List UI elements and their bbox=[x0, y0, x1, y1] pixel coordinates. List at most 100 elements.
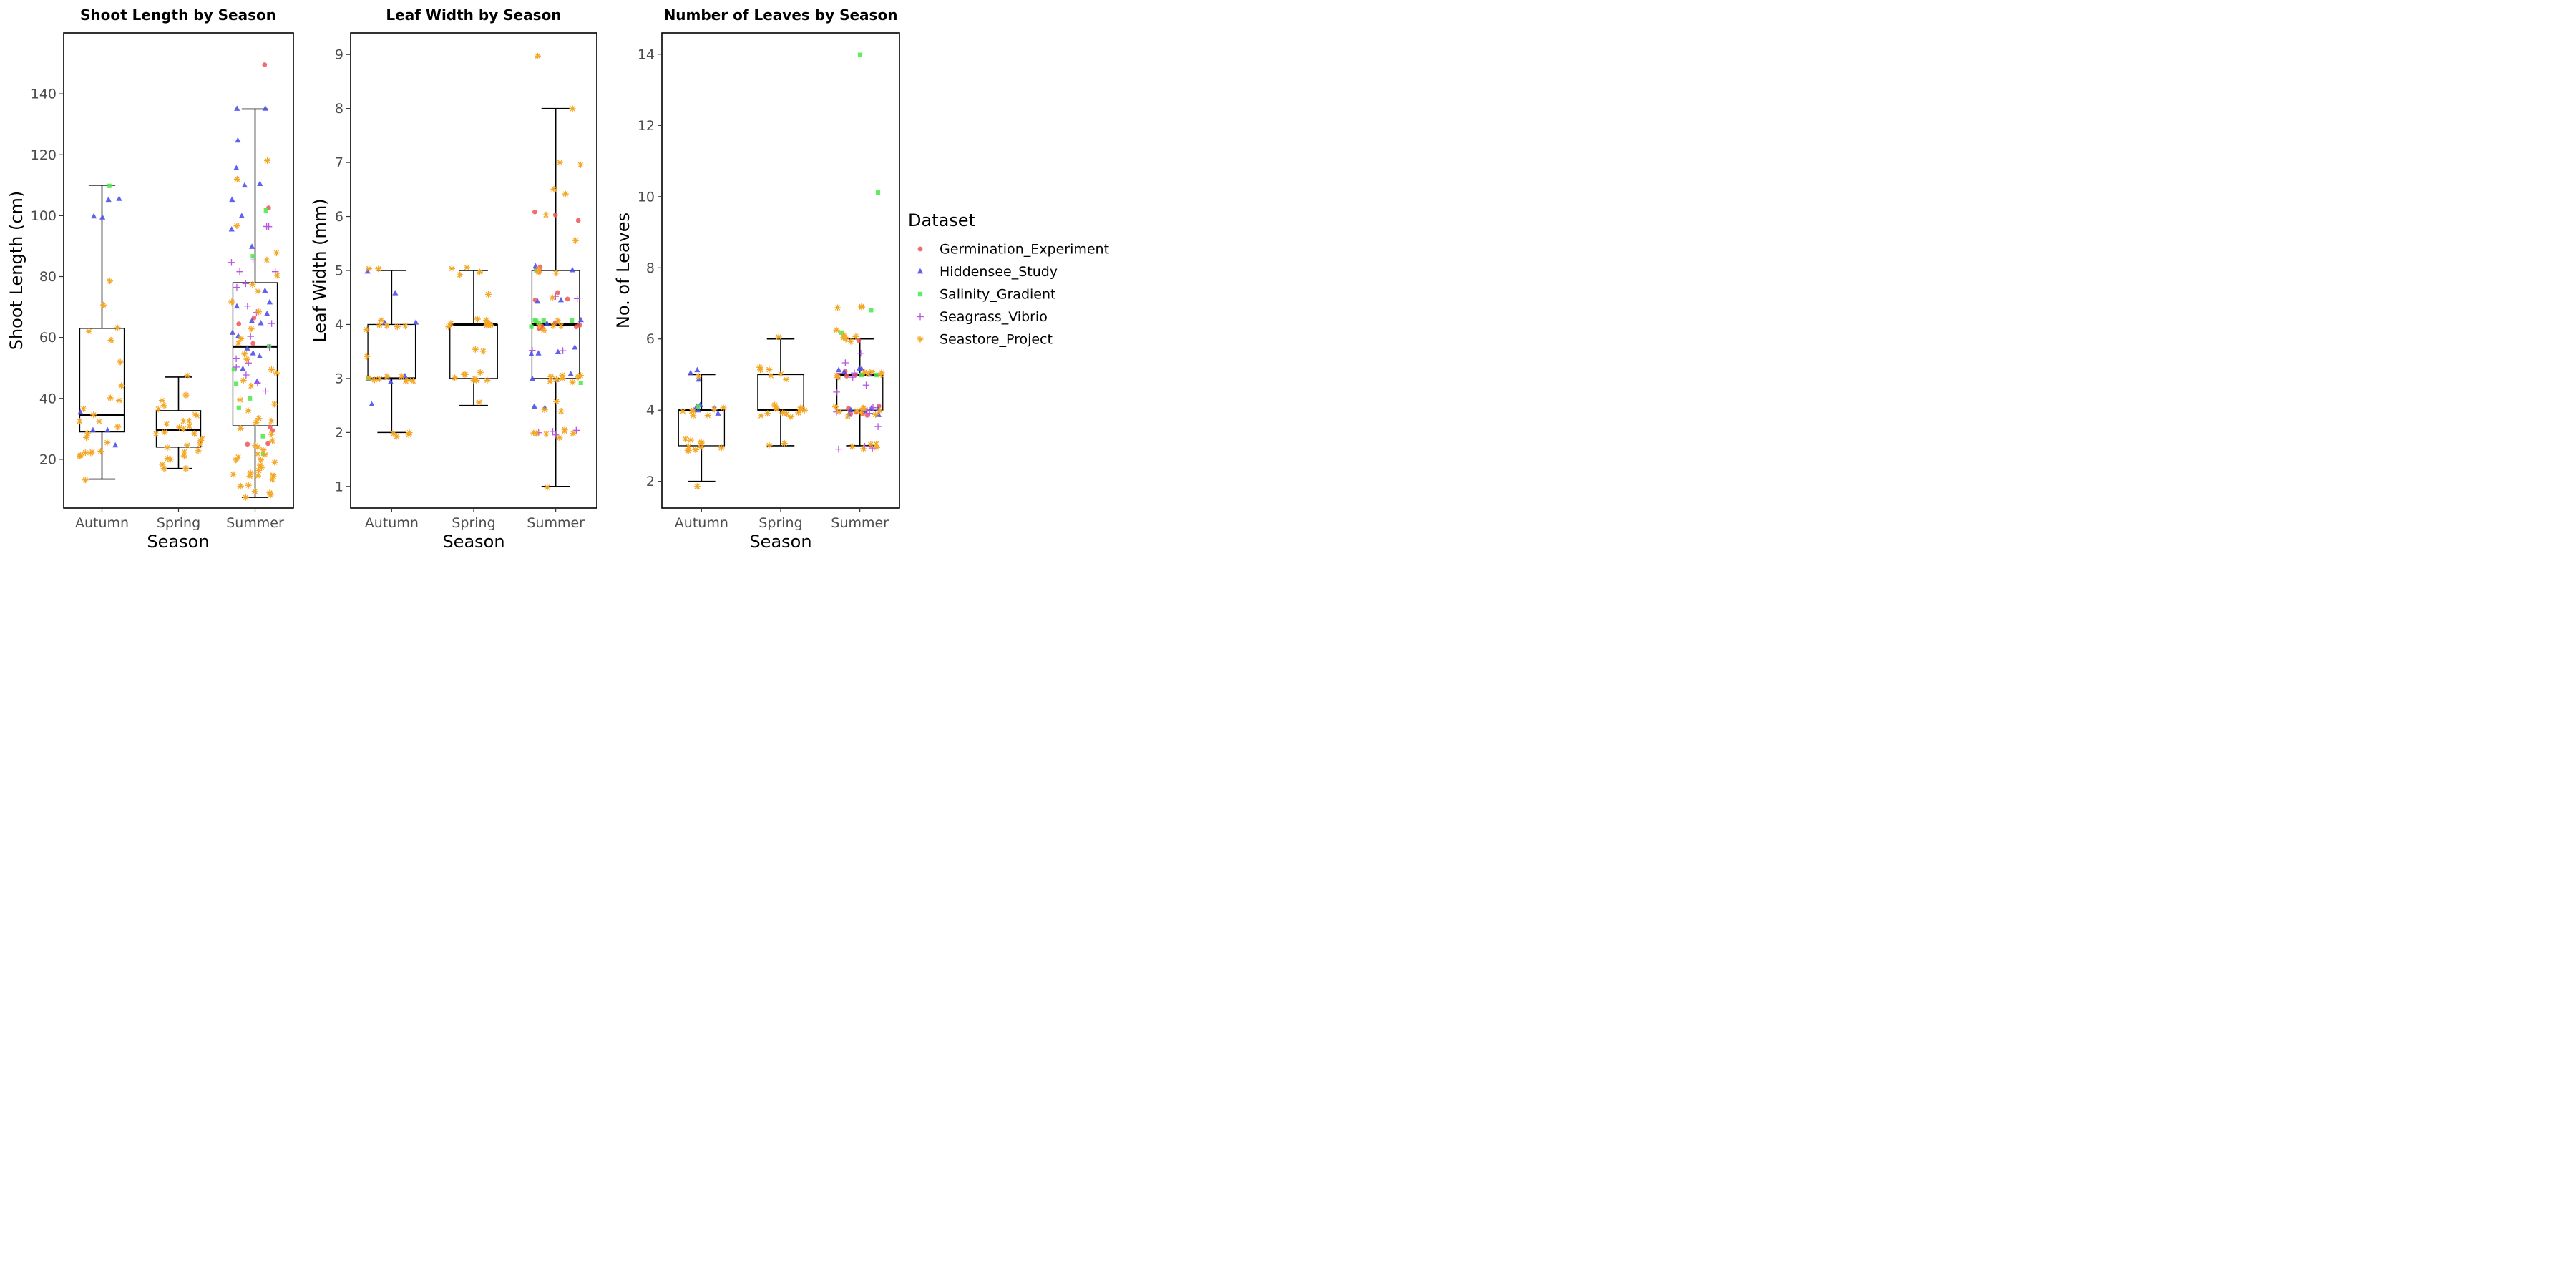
y-tick-label: 80 bbox=[39, 269, 57, 285]
data-point bbox=[376, 321, 383, 328]
y-tick-label: 10 bbox=[638, 189, 655, 205]
data-point bbox=[402, 378, 409, 385]
data-point bbox=[84, 430, 92, 437]
data-point bbox=[692, 446, 699, 453]
data-point bbox=[180, 417, 187, 424]
data-point bbox=[463, 264, 470, 271]
data-point bbox=[833, 389, 840, 396]
data-point bbox=[253, 419, 260, 426]
data-point bbox=[849, 374, 857, 381]
data-point bbox=[841, 359, 849, 366]
data-point bbox=[559, 347, 567, 354]
data-point bbox=[553, 398, 560, 405]
data-point bbox=[89, 426, 96, 433]
data-point bbox=[236, 268, 243, 275]
y-tick-label: 14 bbox=[638, 47, 655, 62]
data-point bbox=[265, 441, 270, 447]
data-point bbox=[269, 437, 276, 444]
data-point bbox=[104, 439, 111, 447]
data-point bbox=[244, 302, 251, 310]
data-point bbox=[250, 341, 256, 346]
iqr-box bbox=[232, 282, 278, 426]
data-point bbox=[249, 256, 257, 264]
data-point bbox=[698, 444, 705, 451]
data-point bbox=[445, 323, 452, 331]
data-point bbox=[483, 322, 490, 329]
data-point bbox=[258, 319, 264, 326]
data-point bbox=[868, 368, 876, 376]
data-point bbox=[758, 412, 765, 419]
data-point bbox=[476, 268, 483, 275]
data-point bbox=[245, 441, 250, 447]
data-point bbox=[265, 344, 273, 352]
iqr-box bbox=[367, 323, 416, 379]
legend-key bbox=[917, 291, 923, 297]
data-point bbox=[235, 137, 241, 143]
data-point bbox=[237, 425, 244, 432]
panel-title: Leaf Width by Season bbox=[386, 6, 561, 24]
data-point bbox=[577, 161, 584, 168]
legend-label: Salinity_Gradient bbox=[940, 287, 1055, 303]
data-point bbox=[873, 444, 880, 451]
data-point bbox=[99, 214, 106, 220]
data-point bbox=[532, 209, 537, 215]
data-point bbox=[570, 430, 577, 437]
data-point bbox=[193, 412, 200, 419]
data-point bbox=[254, 450, 261, 457]
data-point bbox=[251, 315, 257, 321]
legend-label: Hiddensee_Study bbox=[940, 264, 1058, 280]
data-point bbox=[228, 259, 235, 266]
legend-key bbox=[917, 268, 924, 274]
x-tick-label: Autumn bbox=[365, 515, 419, 531]
data-point bbox=[242, 494, 249, 501]
data-point bbox=[105, 196, 112, 203]
data-point bbox=[398, 373, 405, 380]
data-point bbox=[384, 373, 391, 380]
data-point bbox=[874, 373, 879, 378]
data-point bbox=[229, 196, 235, 203]
data-point bbox=[363, 326, 370, 333]
data-point bbox=[233, 165, 240, 170]
data-point bbox=[117, 382, 125, 389]
data-point bbox=[875, 190, 881, 195]
data-point bbox=[266, 298, 273, 305]
data-point bbox=[858, 303, 865, 311]
number-of-leaves-panel: Number of Leaves by Season Season No. of… bbox=[613, 6, 900, 552]
data-point bbox=[859, 404, 867, 411]
data-point bbox=[250, 254, 255, 259]
data-point bbox=[452, 374, 459, 381]
data-point bbox=[85, 328, 92, 335]
data-point bbox=[260, 434, 265, 439]
data-point bbox=[544, 484, 551, 491]
data-point bbox=[854, 407, 861, 414]
data-point bbox=[688, 369, 694, 376]
data-point bbox=[767, 372, 774, 379]
data-point bbox=[559, 375, 566, 382]
data-point bbox=[233, 283, 240, 291]
data-point bbox=[565, 296, 570, 302]
data-point bbox=[266, 489, 273, 497]
data-point bbox=[757, 366, 764, 374]
data-point bbox=[529, 375, 536, 381]
y-tick-label: 12 bbox=[638, 118, 655, 134]
data-point bbox=[834, 374, 841, 381]
y-axis-title: Leaf Width (mm) bbox=[310, 198, 330, 342]
data-point bbox=[405, 376, 412, 384]
data-point bbox=[569, 105, 576, 112]
data-point bbox=[842, 336, 849, 343]
data-point bbox=[687, 436, 694, 444]
data-point bbox=[540, 326, 547, 333]
data-point bbox=[264, 311, 270, 316]
data-point bbox=[547, 374, 555, 381]
data-point bbox=[556, 434, 563, 441]
data-point bbox=[575, 374, 582, 381]
boxplot-autumn bbox=[678, 374, 726, 482]
data-point bbox=[273, 369, 280, 376]
data-point bbox=[114, 424, 122, 431]
y-tick-label: 7 bbox=[335, 155, 343, 171]
data-point bbox=[477, 369, 484, 376]
data-point bbox=[262, 105, 268, 111]
data-point bbox=[387, 379, 394, 384]
data-point bbox=[251, 488, 258, 495]
data-point bbox=[473, 376, 480, 384]
